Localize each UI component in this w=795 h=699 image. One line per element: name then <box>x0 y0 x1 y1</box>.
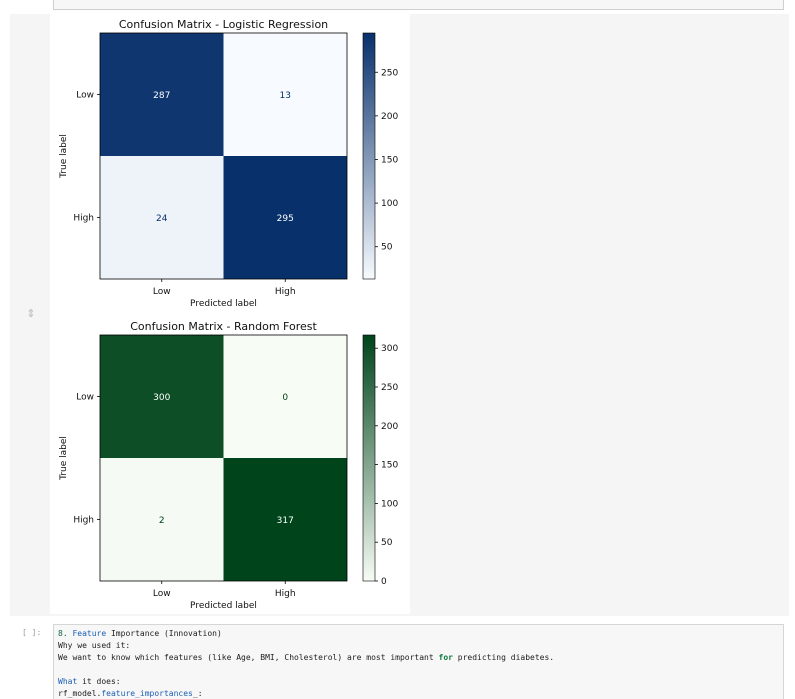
code-cell-input[interactable]: 8. Feature Importance (Innovation) Why we… <box>53 624 784 699</box>
matrix-cell <box>223 33 347 156</box>
colorbar <box>362 32 376 280</box>
code-token: predicting diabetes. <box>452 653 555 662</box>
matrix-cell <box>100 335 224 458</box>
x-tick-label: High <box>275 287 296 297</box>
code-line: We want to know which features (like Age… <box>58 652 783 664</box>
y-tick-label: Low <box>76 91 94 101</box>
colorbar-tick-label: 100 <box>381 199 398 209</box>
colorbar-tick-label: 50 <box>381 538 393 548</box>
colorbar-tick-label: 250 <box>381 68 398 78</box>
colorbar-tick-label: 200 <box>381 422 398 432</box>
code-token: feature_importances <box>101 689 193 698</box>
code-line: Why we used it: <box>58 640 783 652</box>
matrix-cell <box>223 335 347 458</box>
code-token: it does: <box>77 677 121 686</box>
plot-frame <box>99 334 348 582</box>
code-token: rf_model. <box>58 689 102 698</box>
code-line: 8. Feature Importance (Innovation) <box>58 628 783 640</box>
y-axis-label: True label <box>59 436 69 481</box>
confusion-matrix-svg: Confusion Matrix - Logistic Regression 28… <box>59 18 398 611</box>
cell-value-label: 287 <box>153 91 170 101</box>
confusion-matrix-panel: Confusion Matrix - Random Forest 300 0 2 317… <box>59 320 398 611</box>
colorbar-tick-label: 0 <box>381 577 387 587</box>
y-axis-label: True label <box>59 134 69 179</box>
confusion-matrix-figure: Confusion Matrix - Logistic Regression 28… <box>50 14 410 614</box>
code-token: What <box>58 677 78 686</box>
code-line: rf_model.feature_importances_: <box>58 688 783 699</box>
confusion-matrix-panel: Confusion Matrix - Logistic Regression 28… <box>59 18 398 309</box>
matrix-cell <box>100 458 224 581</box>
y-tick-label: High <box>73 214 94 224</box>
cell-value-label: 300 <box>153 393 170 403</box>
collapse-output-icon[interactable]: ⇕ <box>26 307 36 320</box>
matrix-cell <box>100 156 224 279</box>
code-line <box>58 664 783 676</box>
colorbar-tick-label: 250 <box>381 383 398 393</box>
cell-value-label: 2 <box>159 516 165 526</box>
code-token: for <box>438 653 453 662</box>
matrix-cell <box>223 458 347 581</box>
code-token: Feature <box>72 629 107 638</box>
code-token <box>58 665 63 674</box>
x-tick-label: Low <box>153 589 171 599</box>
colorbar-tick-label: 200 <box>381 112 398 122</box>
colorbar-tick-label: 50 <box>381 243 393 253</box>
cell-value-label: 317 <box>277 516 294 526</box>
previous-code-cell[interactable] <box>53 0 784 10</box>
colorbar-tick-label: 100 <box>381 499 398 509</box>
code-token: Importance (Innovation) <box>106 629 222 638</box>
colorbar <box>362 334 376 582</box>
chart-title: Confusion Matrix - Random Forest <box>130 320 317 333</box>
code-token: _: <box>192 689 203 698</box>
code-token: 8. <box>58 629 73 638</box>
cell-value-label: 0 <box>282 393 288 403</box>
cell-value-label: 24 <box>156 214 168 224</box>
colorbar-tick-label: 300 <box>381 344 398 354</box>
x-axis-label: Predicted label <box>190 601 257 611</box>
cell-prompt: [ ]: <box>22 628 42 637</box>
matrix-cell <box>100 33 224 156</box>
matrix-cell <box>223 156 347 279</box>
colorbar-tick-label: 150 <box>381 461 398 471</box>
x-tick-label: Low <box>153 287 171 297</box>
colorbar-tick-label: 150 <box>381 155 398 165</box>
plot-frame <box>99 32 348 280</box>
chart-title: Confusion Matrix - Logistic Regression <box>119 18 328 31</box>
cell-value-label: 13 <box>280 91 291 101</box>
y-tick-label: Low <box>76 393 94 403</box>
code-token: We want to know which features (like Age… <box>58 653 439 662</box>
x-tick-label: High <box>275 589 296 599</box>
code-editor[interactable]: 8. Feature Importance (Innovation) Why we… <box>54 625 783 699</box>
cell-value-label: 295 <box>277 214 294 224</box>
x-axis-label: Predicted label <box>190 299 257 309</box>
y-tick-label: High <box>73 516 94 526</box>
code-token: Why we used it: <box>58 641 131 650</box>
code-line: What it does: <box>58 676 783 688</box>
